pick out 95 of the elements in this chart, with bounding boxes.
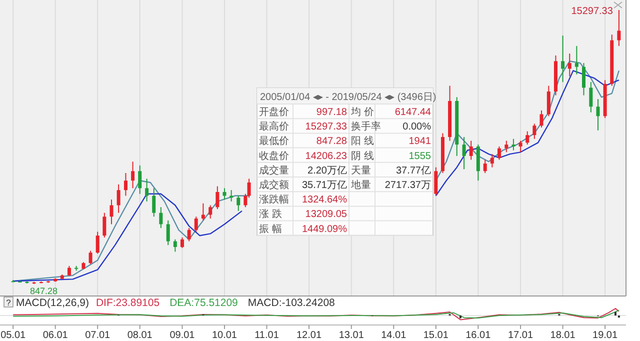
candlestick [187,228,191,242]
annotation: 1449.09% [302,224,348,235]
candlestick [159,206,163,229]
candlestick [483,159,487,174]
x-tick-label: 18.01 [550,330,576,341]
x-tick-label: 10.01 [212,330,238,341]
candlestick [222,188,226,200]
candlestick [96,231,100,254]
candlestick [617,10,621,46]
annotation: 天量 [351,165,371,176]
x-tick-label: 11.01 [254,330,280,341]
x-tick-label: 12.01 [296,330,322,341]
x-tick-label: 07.01 [85,330,111,341]
text: MACD:-103.24208 [248,297,336,309]
candlestick [236,195,240,212]
candlestick [518,140,522,153]
candlestick [194,216,198,232]
candlestick [532,123,536,140]
chart-title: MACD(12,26,9) [16,297,89,309]
candlestick [434,166,438,196]
candlestick [166,220,170,246]
x-tick-label: 13.01 [338,330,364,341]
candlestick [116,184,120,214]
candlestick [526,130,530,146]
candlestick [546,85,550,117]
x-tick-label: 17.01 [508,330,534,341]
annotation: 地量 [350,179,371,191]
candlestick [504,140,508,153]
annotation: 换手率 [351,120,381,133]
annotation: 6147.44 [394,107,432,118]
candlestick [589,82,593,113]
annotation: 涨 跌 [259,208,282,220]
text: 2005/01/04 ◂▸ - 2019/05/24 ◂▸ (3496日) [260,92,436,103]
series-label: DIF:23.89105 [96,297,160,309]
x-tick-label: 16.01 [466,330,492,341]
annotation: 14206.23 [305,150,348,162]
annotation: 15297.33 [571,6,614,17]
series-label: DEA:75.51209 [170,297,238,309]
annotation: 1941 [408,136,432,148]
candlestick [512,138,516,151]
x-tick-label: 05.01 [0,330,26,341]
text: ? [6,298,12,308]
candlestick [173,238,177,252]
x-tick-label: 14.01 [381,330,407,341]
annotation: 2.20万亿 [308,165,347,176]
annotation: 均 价 [350,106,374,118]
x-tick-label: 06.01 [42,330,68,341]
candlestick [131,161,135,189]
annotation: 最低价 [259,135,289,148]
annotation: 1555 [408,150,432,162]
annotation: 1324.64% [302,194,348,206]
x-tick-label: 15.01 [423,330,449,341]
annotation: 最高价 [259,120,289,133]
annotation: 847.28 [316,136,348,148]
annotation: 成交量 [259,164,289,176]
candlestick [67,265,71,276]
x-tick-label: 08.01 [127,330,153,341]
candlestick [462,136,466,170]
annotation: 阴 线 [351,150,374,162]
candlestick [102,212,106,238]
candlestick [110,199,114,225]
annotation: 35.71万亿 [302,180,347,191]
annotation: 847.28 [30,286,58,296]
candlestick [124,172,128,196]
annotation: 15297.33 [305,122,348,133]
candlestick [88,250,92,265]
annotation: 0.00% [402,122,432,133]
x-tick-label: 09.01 [170,330,196,341]
annotation: 涨跌幅 [259,194,289,206]
candlestick [490,154,494,168]
candlestick [568,53,572,77]
candlestick [582,62,586,96]
candlestick [152,188,156,218]
annotation: 997.18 [316,107,348,118]
candlestick [497,146,501,160]
annotation: 成交额 [259,179,289,191]
candlestick [216,186,220,210]
candlestick [138,164,142,194]
candlestick [208,204,212,220]
annotation: 13209.05 [305,209,348,220]
candlestick [180,236,184,248]
annotation: 开盘价 [259,106,289,118]
candlestick [561,35,565,83]
candlestick [201,202,205,221]
x-tick-label: 19.01 [592,330,618,341]
annotation: 振 幅 [259,222,282,235]
annotation: 阳 线 [351,135,374,148]
candlestick [469,140,473,160]
candlestick [574,45,578,75]
candlestick [145,178,149,202]
annotation: 收盘价 [259,150,289,162]
annotation: 2717.37万 [384,180,431,191]
candlestick [540,110,544,128]
candlestick [596,98,600,131]
annotation: 37.77亿 [396,165,431,176]
